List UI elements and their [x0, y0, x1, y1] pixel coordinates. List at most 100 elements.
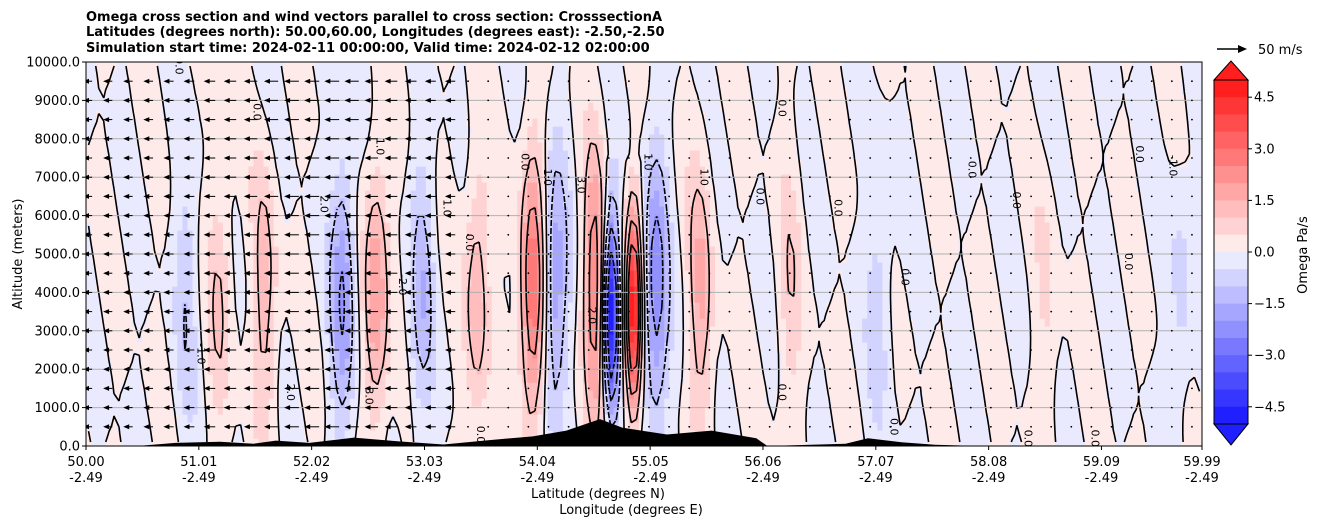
omega-cell: [730, 382, 736, 391]
omega-cell: [735, 382, 741, 391]
omega-cell: [958, 366, 965, 375]
omega-cell: [182, 318, 189, 327]
omega-cell: [111, 334, 118, 343]
omega-cell: [141, 286, 148, 295]
omega-cell: [1191, 270, 1198, 279]
omega-cell: [709, 350, 716, 359]
omega-cell: [786, 294, 792, 303]
omega-cell: [862, 310, 868, 319]
omega-cell: [288, 406, 295, 415]
omega-cell: [354, 294, 361, 303]
omega-cell: [1019, 366, 1026, 375]
omega-cell: [162, 398, 168, 407]
omega-cell: [527, 382, 533, 391]
omega-cell: [583, 294, 589, 303]
omega-cell: [476, 270, 483, 279]
omega-cell: [380, 414, 386, 423]
omega-cell: [517, 294, 523, 303]
omega-cell: [755, 422, 762, 431]
omega-cell: [238, 302, 244, 311]
omega-cell: [238, 374, 244, 383]
omega-cell: [496, 334, 503, 343]
omega-cell: [862, 278, 868, 287]
omega-cell: [1059, 406, 1066, 415]
omega-cell: [400, 334, 407, 343]
omega-cell: [1141, 286, 1147, 295]
omega-cell: [507, 390, 513, 399]
omega-cell: [1151, 414, 1157, 423]
omega-cell: [917, 406, 924, 415]
omega-cell: [349, 430, 356, 439]
omega-cell: [207, 302, 214, 311]
omega-cell: [608, 318, 615, 327]
omega-cell: [958, 382, 965, 391]
omega-cell: [862, 286, 868, 295]
omega-cell: [1029, 382, 1036, 391]
omega-cell: [730, 390, 736, 399]
omega-cell: [501, 318, 508, 327]
omega-cell: [329, 398, 336, 407]
omega-cell: [532, 294, 539, 303]
omega-cell: [583, 302, 589, 311]
omega-cell: [811, 310, 818, 319]
omega-cell: [288, 262, 295, 271]
omega-cell: [146, 286, 153, 295]
omega-cell: [111, 374, 118, 383]
omega-cell: [151, 414, 158, 423]
omega-cell: [187, 286, 194, 295]
omega-cell: [994, 318, 1000, 327]
omega-cell: [953, 278, 960, 287]
omega-cell: [603, 350, 610, 359]
omega-cell: [831, 294, 838, 303]
omega-cell: [867, 318, 873, 327]
omega-cell: [141, 310, 148, 319]
omega-cell: [801, 262, 807, 271]
omega-cell: [461, 414, 468, 423]
omega-cell: [1044, 438, 1051, 446]
omega-cell: [933, 270, 939, 279]
omega-cell: [1009, 334, 1015, 343]
omega-cell: [441, 310, 447, 319]
omega-cell: [1120, 350, 1127, 359]
omega-cell: [1130, 350, 1137, 359]
omega-cell: [618, 406, 625, 415]
omega-cell: [603, 398, 610, 407]
omega-cell: [902, 318, 909, 327]
omega-cell: [329, 342, 336, 351]
omega-cell: [547, 270, 554, 279]
omega-cell: [760, 270, 767, 279]
omega-cell: [983, 438, 990, 446]
omega-cell: [238, 358, 244, 367]
omega-cell: [902, 438, 909, 446]
omega-cell: [1034, 286, 1041, 295]
omega-cell: [1125, 422, 1132, 431]
omega-cell: [202, 278, 209, 287]
omega-cell: [436, 310, 442, 319]
omega-cell: [1151, 438, 1157, 446]
omega-cell: [157, 382, 163, 391]
omega-cell: [491, 262, 498, 271]
omega-cell: [623, 422, 630, 431]
omega-cell: [365, 318, 371, 327]
omega-cell: [507, 406, 513, 415]
omega-cell: [1130, 414, 1137, 423]
omega-cell: [354, 430, 361, 439]
omega-cell: [547, 422, 554, 431]
omega-cell: [552, 414, 559, 423]
omega-cell: [1075, 342, 1081, 351]
omega-cell: [1034, 342, 1041, 351]
omega-cell: [943, 318, 949, 327]
omega-cell: [730, 422, 736, 431]
omega-cell: [253, 334, 260, 343]
omega-cell: [1166, 350, 1173, 359]
omega-cell: [1141, 414, 1147, 423]
omega-cell: [141, 302, 148, 311]
omega-cell: [253, 318, 260, 327]
omega-cell: [1065, 438, 1071, 446]
omega-cell: [846, 406, 853, 415]
omega-cell: [222, 278, 229, 287]
omega-cell: [1120, 414, 1127, 423]
omega-cell: [106, 366, 112, 375]
omega-cell: [1024, 310, 1031, 319]
omega-cell: [375, 302, 381, 311]
